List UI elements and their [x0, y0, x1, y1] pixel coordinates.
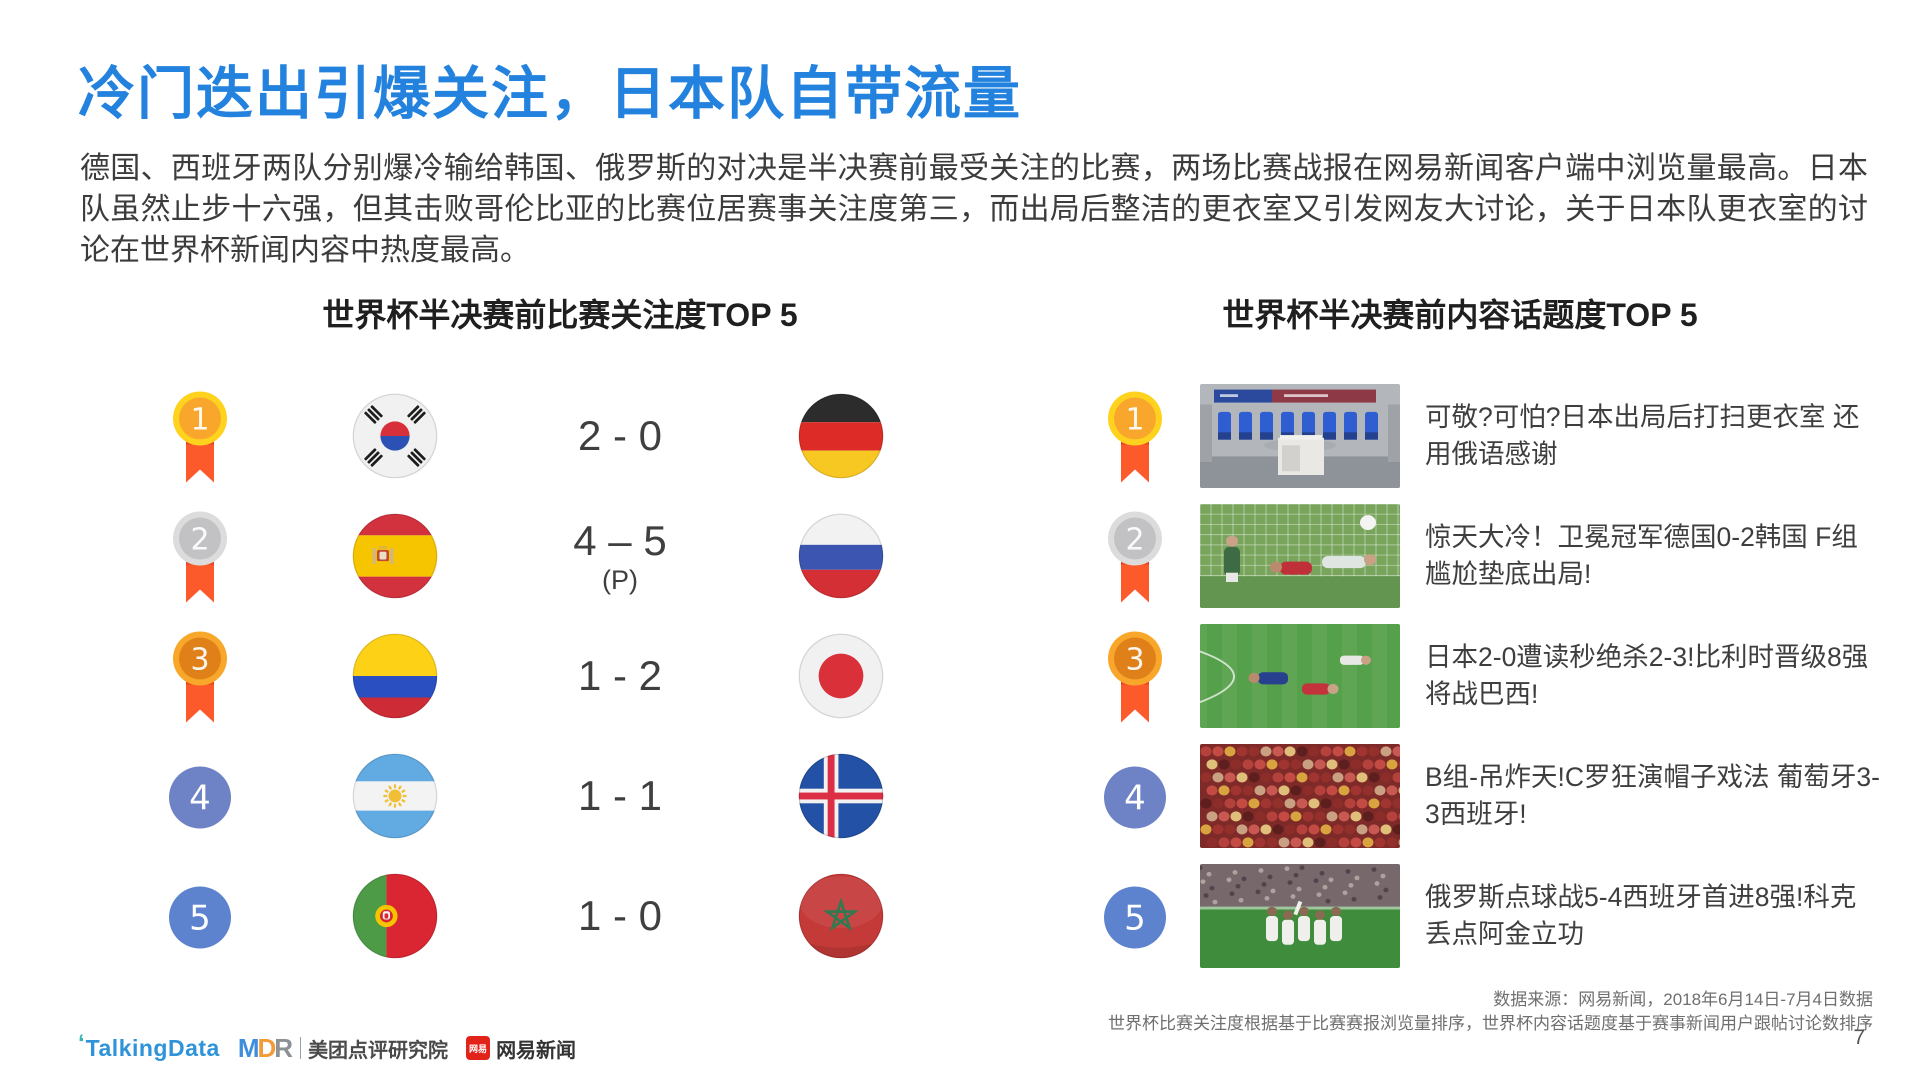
rank-2-medal-icon: 2 — [165, 500, 235, 608]
match-row-3: 3 1 - 2 — [140, 616, 950, 736]
flag-russia-icon — [798, 513, 884, 599]
svg-text:2: 2 — [190, 522, 209, 557]
flag-iceland-icon — [798, 753, 884, 839]
netease-icon: 网易 — [466, 1036, 491, 1060]
flag-spain-icon — [352, 513, 438, 599]
page-title: 冷门迭出引爆关注，日本队自带流量 — [78, 62, 1022, 126]
svg-text:5: 5 — [1124, 899, 1146, 939]
talkingdata-text: TalkingData — [85, 1034, 220, 1061]
match-row-1: 1 2 - 0 — [140, 376, 950, 496]
rank-4-badge-icon: 4 — [165, 740, 235, 848]
right-section-title: 世界杯半决赛前内容话题度TOP 5 — [1222, 297, 1698, 333]
mdr-letter-m: M — [237, 1032, 260, 1063]
news-headline: 可敬?可怕?日本出局后打扫更衣室 还用俄语感谢 — [1425, 402, 1860, 469]
score-box-3: 1 - 2 — [525, 616, 715, 736]
intro-paragraph: 德国、西班牙两队分别爆冷输给韩国、俄罗斯的对决是半决赛前最受关注的比赛，两场比赛… — [80, 152, 1868, 267]
talkingdata-mark-icon: ‘ — [78, 1029, 85, 1057]
rank-4-badge-icon: 4 — [1100, 740, 1170, 848]
score-box-4: 1 - 1 — [525, 736, 715, 856]
netease-news-logo: 网易 网易新闻 — [466, 1034, 576, 1063]
flag-colombia-icon — [352, 633, 438, 719]
thumbnail-portugal-spain-fans — [1200, 744, 1400, 848]
score-text: 4 – 5 — [573, 516, 667, 564]
mdr-letter-d: D — [257, 1032, 277, 1063]
match-row-2: 2 4 – 5 (P) — [140, 496, 950, 616]
page-number: 7 — [1853, 1026, 1865, 1049]
rank-5-badge-icon: 5 — [1100, 860, 1170, 968]
score-box-5: 1 - 0 — [525, 856, 715, 976]
rank-1-medal-icon: 1 — [165, 380, 235, 488]
rank-1-medal-icon: 1 — [1100, 380, 1170, 488]
match-row-4: 4 1 - 1 — [140, 736, 950, 856]
svg-text:3: 3 — [190, 642, 209, 677]
score-text: 1 - 1 — [577, 772, 663, 819]
score-text: 1 - 0 — [577, 892, 663, 939]
thumbnail-russia-celebration — [1200, 864, 1400, 968]
flag-argentina-icon — [352, 753, 438, 839]
flag-germany-icon — [798, 393, 884, 479]
mdr-letter-r: R — [274, 1032, 294, 1063]
news-row-4: 4 B组-吊炸天!C罗狂演帽子戏法 葡萄牙3-3西班牙! — [1080, 736, 1910, 856]
logo-divider — [300, 1037, 302, 1059]
rank-5-badge-icon: 5 — [165, 860, 235, 968]
score-text: 1 - 2 — [577, 652, 663, 699]
thumbnail-japan-locker-room — [1200, 384, 1400, 488]
talkingdata-logo: ‘ TalkingData — [78, 1029, 220, 1062]
score-text: 2 - 0 — [577, 412, 663, 459]
score-note: (P) — [602, 564, 638, 595]
netease-news-text: 网易新闻 — [496, 1039, 577, 1062]
rank-3-medal-icon: 3 — [1100, 620, 1170, 728]
flag-morocco-icon — [798, 873, 884, 959]
rank-3-medal-icon: 3 — [165, 620, 235, 728]
news-row-5: 5 俄罗斯点球战5-4西班牙首进8强!科克丢点阿金立功 — [1080, 856, 1910, 976]
news-row-2: 2 惊天大冷！卫冕冠军德国0-2韩国 F组尴尬垫底出局! — [1080, 496, 1910, 616]
score-box-2: 4 – 5 (P) — [525, 496, 715, 616]
svg-text:1: 1 — [190, 402, 209, 437]
thumbnail-germany-korea-goal — [1200, 504, 1400, 608]
svg-text:1: 1 — [1125, 402, 1144, 437]
svg-text:4: 4 — [1124, 779, 1146, 819]
svg-text:2: 2 — [1125, 522, 1144, 557]
meituan-institute-text: 美团点评研究院 — [308, 1039, 449, 1062]
news-headline: B组-吊炸天!C罗狂演帽子戏法 葡萄牙3-3西班牙! — [1425, 762, 1880, 829]
news-row-1: 1 可敬?可怕?日本出局后打扫更衣室 还用俄语感谢 — [1080, 376, 1910, 496]
flag-south-korea-icon — [352, 393, 438, 479]
svg-text:5: 5 — [189, 899, 211, 939]
score-box-1: 2 - 0 — [525, 376, 715, 496]
data-source-line-2: 世界杯比赛关注度根据基于比赛赛报浏览量排序，世界杯内容话题度基于赛事新闻用户跟帖… — [1108, 1014, 1873, 1033]
news-headline: 日本2-0遭读秒绝杀2-3!比利时晋级8强将战巴西! — [1425, 642, 1869, 709]
news-headline: 惊天大冷！卫冕冠军德国0-2韩国 F组尴尬垫底出局! — [1425, 522, 1858, 589]
thumbnail-japan-belgium-match — [1200, 624, 1400, 728]
news-row-3: 3 日本2-0遭读秒绝杀2-3!比利时晋级8强将战巴西! — [1080, 616, 1910, 736]
data-source-note: 数据来源：网易新闻，2018年6月14日-7月4日数据 世界杯比赛关注度根据基于… — [1108, 988, 1873, 1036]
news-headline: 俄罗斯点球战5-4西班牙首进8强!科克丢点阿金立功 — [1425, 882, 1857, 949]
data-source-line-1: 数据来源：网易新闻，2018年6月14日-7月4日数据 — [1493, 990, 1873, 1009]
left-section-title: 世界杯半决赛前比赛关注度TOP 5 — [322, 297, 798, 333]
svg-text:4: 4 — [189, 779, 211, 819]
flag-portugal-icon — [352, 873, 438, 959]
svg-text:3: 3 — [1125, 642, 1144, 677]
rank-2-medal-icon: 2 — [1100, 500, 1170, 608]
match-row-5: 5 1 - 0 — [140, 856, 950, 976]
flag-japan-icon — [798, 633, 884, 719]
